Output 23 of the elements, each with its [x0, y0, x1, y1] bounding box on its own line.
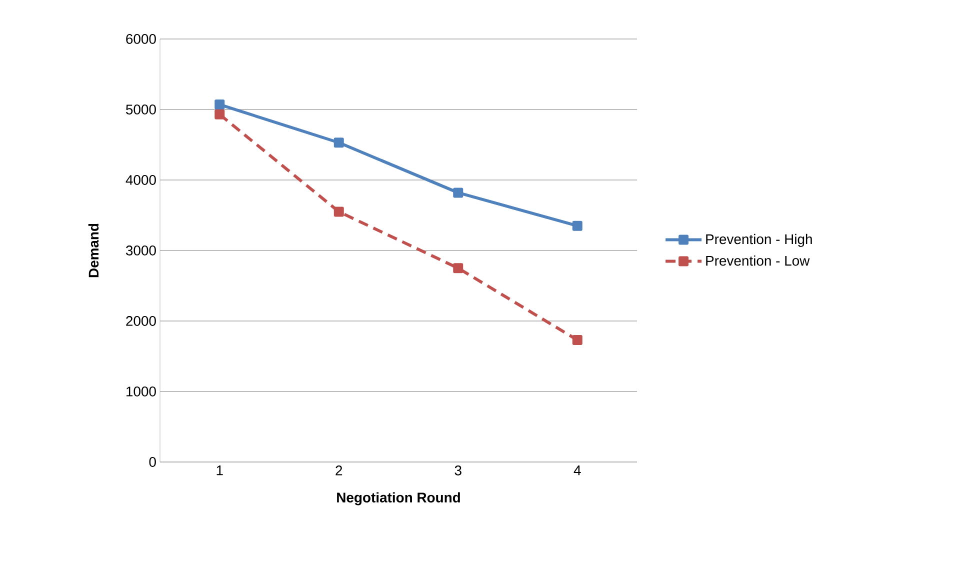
y-tick-label: 6000 — [126, 34, 156, 44]
legend-label: Prevention - High — [706, 234, 812, 247]
x-axis-title: Negotiation Round — [337, 492, 460, 506]
y-tick-label: 1000 — [126, 386, 156, 396]
y-axis-title: Demand — [88, 224, 99, 278]
y-tick-label: 5000 — [126, 104, 156, 114]
point — [214, 100, 225, 110]
y-tick-label: 3000 — [126, 246, 156, 256]
y-tick-label: 2000 — [126, 316, 156, 326]
point — [334, 138, 344, 148]
point — [334, 206, 344, 217]
x-tick-label: 1 — [216, 466, 223, 476]
y-tick-label: 4000 — [126, 175, 156, 185]
point — [572, 220, 582, 231]
x-tick-label: 2 — [336, 466, 342, 476]
legend-label: Prevention - Low — [706, 255, 810, 266]
x-tick-label: 4 — [574, 466, 581, 476]
x-tick-label: 3 — [454, 466, 462, 476]
point — [453, 188, 464, 198]
point — [214, 109, 225, 120]
point — [453, 263, 464, 274]
y-tick-label: 0 — [149, 457, 156, 467]
point — [572, 335, 582, 346]
